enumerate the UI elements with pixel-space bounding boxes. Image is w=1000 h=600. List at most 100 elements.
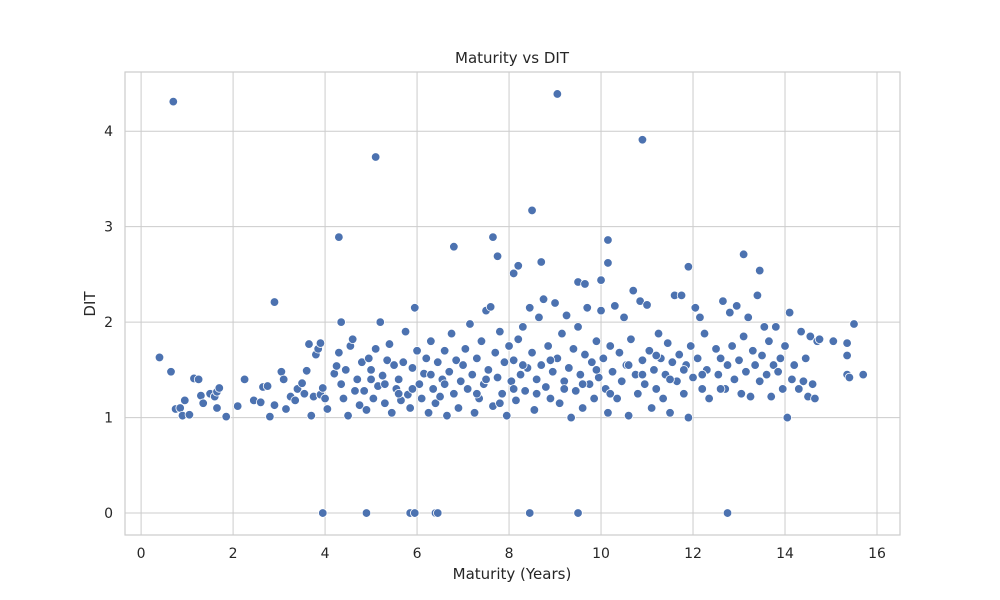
data-point — [738, 249, 749, 260]
data-point — [676, 290, 687, 301]
y-tick-label: 1 — [104, 411, 113, 427]
data-point — [761, 369, 772, 380]
data-point — [297, 378, 307, 388]
data-point — [304, 339, 314, 349]
data-point — [715, 353, 726, 364]
data-point — [405, 403, 415, 413]
chart-title: Maturity vs DIT — [455, 49, 570, 67]
data-point — [605, 341, 615, 351]
data-point — [798, 376, 809, 387]
data-point — [771, 322, 781, 332]
data-point — [458, 360, 468, 370]
data-point — [212, 403, 222, 413]
data-point — [637, 369, 648, 380]
data-point — [545, 355, 556, 366]
data-point — [844, 372, 855, 383]
data-point — [665, 408, 675, 418]
x-tick-label: 16 — [868, 546, 886, 562]
data-point — [221, 411, 231, 422]
data-point — [531, 374, 542, 385]
data-point — [407, 363, 418, 373]
data-point — [416, 393, 427, 404]
data-point — [472, 389, 482, 399]
data-point — [727, 341, 737, 351]
data-point — [290, 395, 300, 406]
data-point — [577, 379, 588, 389]
x-tick-label: 0 — [137, 546, 146, 562]
data-point — [502, 410, 512, 421]
data-point — [642, 300, 652, 310]
data-point — [370, 152, 381, 162]
data-point — [430, 398, 441, 408]
data-point — [750, 360, 760, 370]
data-point — [515, 369, 526, 380]
data-point — [168, 96, 178, 107]
data-point — [426, 336, 436, 346]
data-point — [775, 353, 786, 364]
data-point — [718, 296, 728, 306]
data-point — [393, 389, 404, 399]
data-points — [154, 89, 868, 518]
plot-frame — [124, 71, 901, 536]
data-point — [612, 393, 622, 404]
data-point — [315, 338, 326, 348]
data-point — [382, 355, 392, 366]
data-point — [318, 508, 328, 518]
data-point — [518, 322, 528, 332]
data-point — [571, 386, 581, 396]
data-point — [451, 355, 461, 366]
data-point — [476, 336, 487, 346]
y-tick-label: 2 — [104, 315, 113, 331]
data-point — [499, 357, 510, 367]
data-point — [752, 290, 763, 301]
data-point — [541, 382, 551, 392]
data-point — [598, 353, 609, 364]
data-point — [603, 258, 613, 268]
data-point — [350, 386, 360, 396]
data-point — [577, 403, 588, 413]
data-point — [755, 265, 765, 276]
data-point — [715, 384, 726, 394]
data-point — [768, 360, 779, 370]
data-point — [757, 350, 767, 361]
data-point — [398, 357, 408, 367]
data-point — [393, 374, 404, 385]
data-point — [736, 389, 747, 399]
data-point — [513, 261, 523, 271]
data-point — [495, 326, 505, 337]
data-point — [575, 369, 586, 380]
data-point — [428, 384, 438, 394]
data-point — [686, 341, 696, 351]
data-point — [814, 334, 825, 344]
data-point — [778, 384, 788, 394]
data-point — [596, 305, 606, 316]
data-point — [805, 331, 816, 342]
data-point — [527, 205, 537, 216]
data-point — [299, 389, 310, 399]
data-point — [568, 344, 579, 354]
data-point — [518, 360, 528, 370]
data-point — [336, 317, 346, 327]
data-point — [543, 341, 553, 351]
data-point — [423, 408, 434, 418]
data-point — [529, 405, 540, 415]
data-point — [637, 135, 648, 145]
data-point — [380, 379, 390, 389]
data-point — [564, 363, 574, 373]
data-point — [755, 376, 765, 387]
data-point — [734, 355, 744, 366]
y-axis-label: DIT — [81, 291, 99, 317]
y-tick-labels: 0 1 2 3 4 — [104, 124, 113, 522]
data-point — [566, 412, 576, 423]
y-tick-label: 3 — [104, 220, 113, 236]
data-point — [858, 369, 868, 380]
data-point — [557, 328, 567, 339]
data-point — [679, 365, 689, 375]
data-point — [154, 352, 165, 363]
data-point — [492, 372, 503, 383]
data-point — [617, 376, 627, 387]
data-point — [410, 303, 420, 313]
data-point — [658, 393, 668, 404]
data-point — [674, 349, 684, 360]
data-point — [361, 508, 372, 518]
